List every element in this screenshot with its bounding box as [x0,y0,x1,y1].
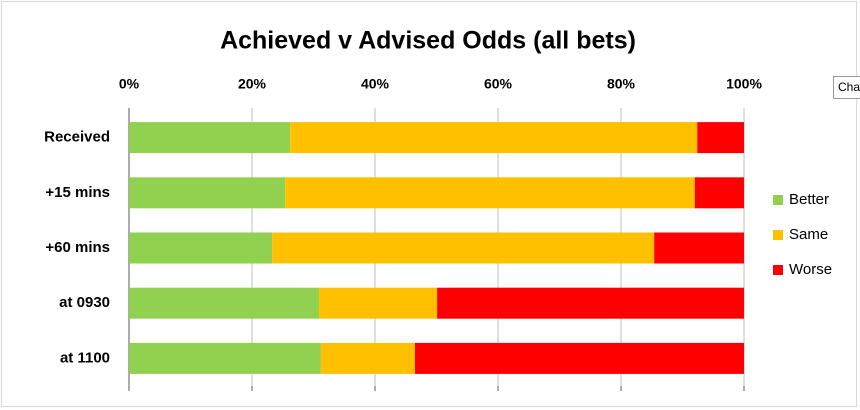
y-tick-label: +15 mins [45,184,110,201]
legend-label: Worse [789,261,832,278]
bar-segment [129,177,286,209]
bar-segment [414,342,744,374]
bar-segment [694,177,744,209]
legend-swatch [773,195,783,205]
legend-swatch [773,230,783,240]
x-tick-label: 0% [119,76,140,92]
bar-segment [697,122,744,154]
bar-segment [654,232,744,264]
bar-segment [129,232,273,264]
legend-label: Same [789,226,828,243]
x-tick-label: 80% [607,76,636,92]
bar-segment [129,122,291,154]
legend-label: Better [789,191,829,208]
bar-segment [285,177,695,209]
x-tick-label: 40% [361,76,390,92]
tooltip-box [833,76,860,99]
bar-segment [290,122,698,154]
y-tick-label: at 0930 [59,294,110,311]
y-tick-label: at 1100 [60,349,110,366]
chart-title: Achieved v Advised Odds (all bets) [220,27,636,55]
bar-segment [272,232,655,264]
bar-segment [437,287,744,319]
bar-segment [319,287,438,319]
x-tick-label: 100% [726,76,762,92]
tooltip-text: Cha [838,80,860,94]
bar-segment [320,342,415,374]
y-tick-label: Received [44,129,110,146]
legend-swatch [773,265,783,275]
y-tick-label: +60 mins [45,239,110,256]
x-tick-label: 60% [484,76,513,92]
bar-segment [129,287,320,319]
bar-segment [129,342,321,374]
tooltip: Cha [833,76,860,99]
x-tick-label: 20% [238,76,267,92]
